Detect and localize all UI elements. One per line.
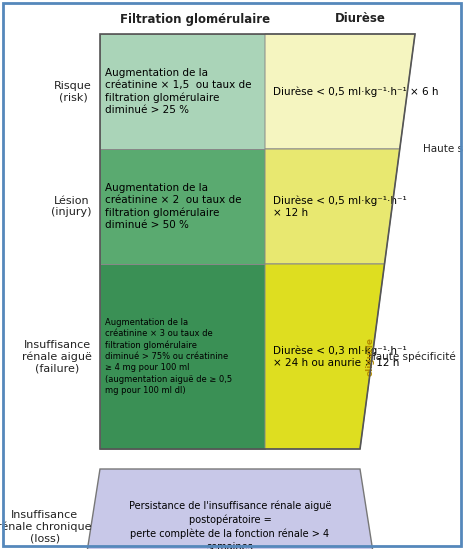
Text: Lésion
(injury): Lésion (injury) (51, 195, 92, 217)
Text: Insuffisance
rénale chronique
(loss): Insuffisance rénale chronique (loss) (0, 509, 92, 544)
Polygon shape (100, 149, 264, 264)
Polygon shape (264, 264, 384, 449)
Text: Diurèse < 0,5 ml·kg⁻¹·h⁻¹ × 6 h: Diurèse < 0,5 ml·kg⁻¹·h⁻¹ × 6 h (272, 86, 438, 97)
Text: Persistance de l'insuffisance rénale aiguë
postopératoire =
perte complète de la: Persistance de l'insuffisance rénale aig… (128, 501, 331, 549)
Text: oligurie: oligurie (365, 337, 374, 376)
Polygon shape (264, 34, 414, 149)
Text: Haute sensibilité: Haute sensibilité (422, 144, 463, 154)
Text: Augmentation de la
créatinine × 3 ou taux de
filtration glomérulaire
diminué > 7: Augmentation de la créatinine × 3 ou tau… (105, 318, 232, 395)
Polygon shape (100, 34, 264, 149)
Text: Diurèse < 0,3 ml·kg⁻¹·h⁻¹
× 24 h ou anurie × 12 h: Diurèse < 0,3 ml·kg⁻¹·h⁻¹ × 24 h ou anur… (272, 345, 406, 368)
Text: Diurèse < 0,5 ml·kg⁻¹·h⁻¹
× 12 h: Diurèse < 0,5 ml·kg⁻¹·h⁻¹ × 12 h (272, 195, 406, 218)
Polygon shape (100, 264, 264, 449)
Text: Risque
(risk): Risque (risk) (54, 81, 92, 102)
Text: Augmentation de la
créatinine × 2  ou taux de
filtration glomérulaire
diminué > : Augmentation de la créatinine × 2 ou tau… (105, 183, 241, 231)
Text: Diurèse: Diurèse (334, 13, 385, 25)
Polygon shape (82, 469, 377, 549)
Text: Insuffisance
rénale aiguë
(failure): Insuffisance rénale aiguë (failure) (22, 340, 92, 373)
Text: Filtration glomérulaire: Filtration glomérulaire (119, 13, 269, 25)
Text: Augmentation de la
créatinine × 1,5  ou taux de
filtration glomérulaire
diminué : Augmentation de la créatinine × 1,5 ou t… (105, 68, 251, 115)
Text: Haute spécificité: Haute spécificité (367, 351, 455, 362)
Polygon shape (264, 149, 399, 264)
